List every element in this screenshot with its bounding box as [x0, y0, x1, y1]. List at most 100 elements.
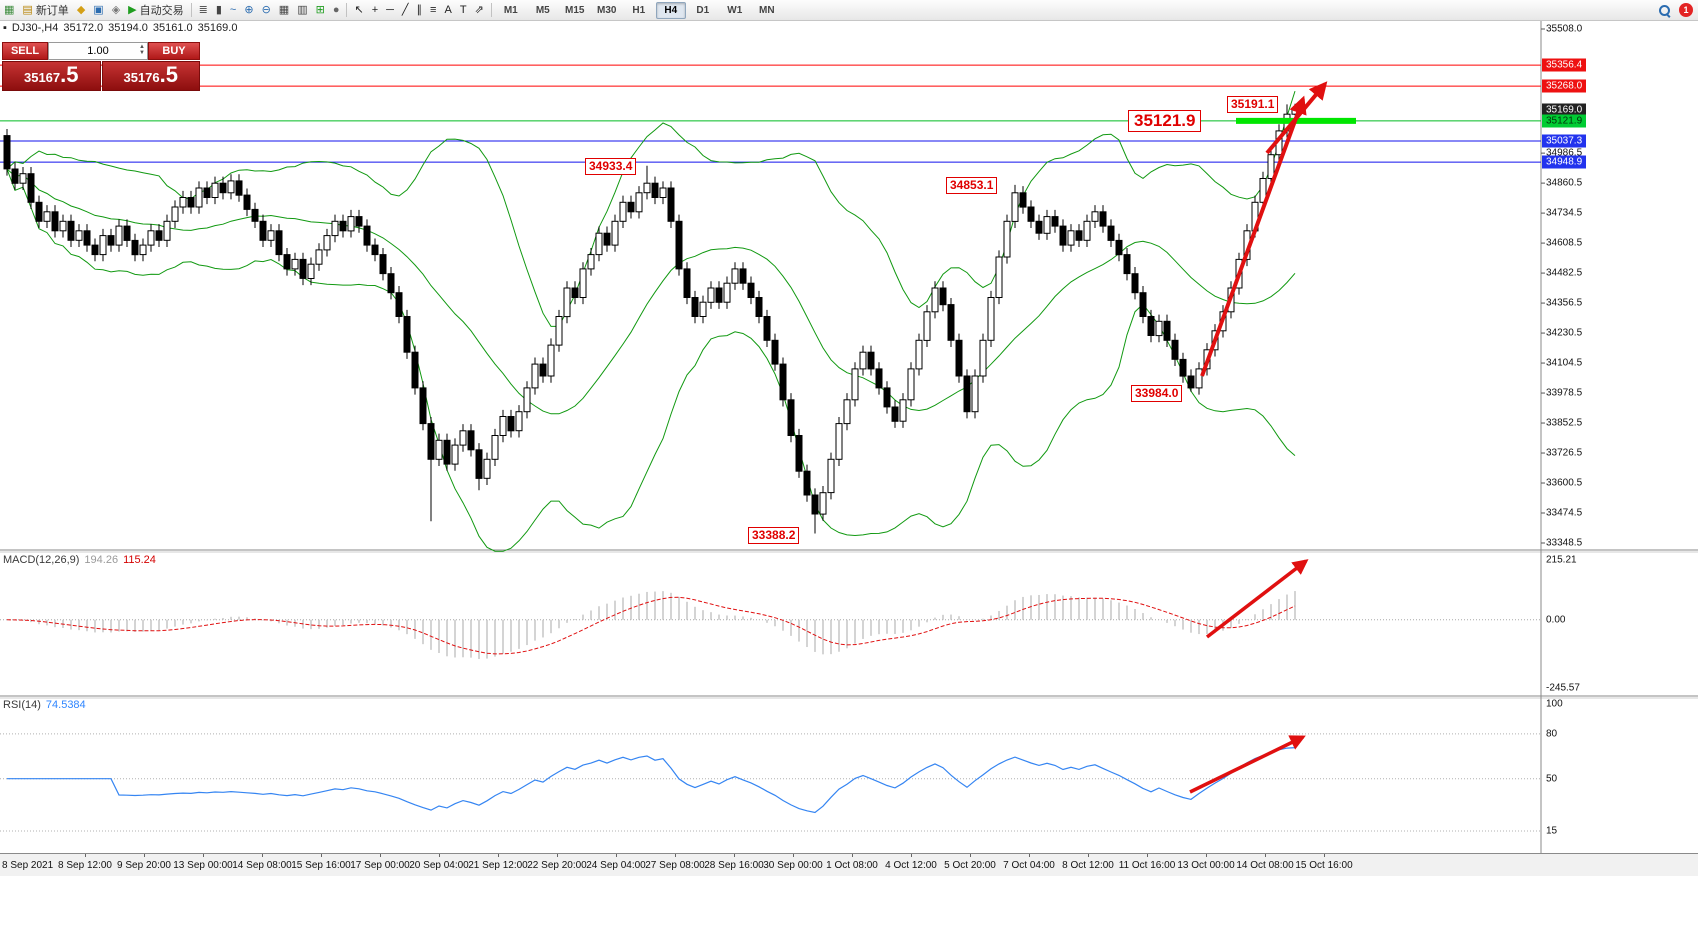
macd-signal-value: 115.24	[123, 554, 156, 566]
buy-price-frac: .5	[159, 62, 178, 87]
channel-icon[interactable]: ∥	[413, 1, 427, 19]
text-icon: A	[444, 4, 452, 16]
trendline-icon[interactable]: ╱	[398, 1, 413, 19]
price-axis-label: 34608.5	[1546, 237, 1583, 249]
time-axis-label: 11 Oct 16:00	[1118, 860, 1176, 871]
signals-icon: ◈	[111, 4, 121, 16]
timeframe-h1[interactable]: H1	[632, 4, 646, 16]
rsi-value: 74.5384	[45, 699, 86, 711]
time-axis-tick	[852, 854, 853, 857]
autotrading-button[interactable]: ▶ 自动交易	[124, 1, 187, 19]
crosshair-icon[interactable]: +	[368, 1, 382, 19]
price-callout[interactable]: 35121.9	[1128, 110, 1202, 132]
charts-window-icon: ▦	[4, 4, 15, 16]
tile-windows-icon: ▦	[278, 4, 290, 16]
zoom-in-icon[interactable]: ⊕	[240, 1, 257, 19]
time-axis-label: 14 Oct 08:00	[1236, 860, 1294, 871]
volume-input[interactable]: 1.00 ▲ ▼	[48, 42, 148, 60]
macd-main-value: 194.26	[84, 554, 119, 566]
time-axis-tick	[1206, 854, 1207, 857]
timeframe-d1[interactable]: D1	[696, 4, 710, 16]
timeframe-m1[interactable]: M1	[503, 4, 518, 16]
buy-price-main: 35176	[123, 70, 160, 85]
timeframe-m30[interactable]: M30	[597, 4, 617, 16]
new-order-button[interactable]: ▤ 新订单	[18, 1, 72, 19]
sell-price-button[interactable]: 35167 .5	[2, 61, 101, 91]
time-axis-label: 8 Sep 2021	[2, 860, 54, 871]
notifications-icon[interactable]: 1	[1679, 3, 1693, 17]
macd-name: MACD(12,26,9)	[3, 554, 80, 566]
text-icon[interactable]: A	[440, 1, 455, 19]
timeframe-mn[interactable]: MN	[758, 4, 775, 16]
time-axis-tick	[262, 854, 263, 857]
price-axis-label: 34734.5	[1546, 207, 1583, 219]
signals-icon[interactable]: ◈	[108, 1, 124, 19]
cascade-windows-icon[interactable]: ▥	[293, 1, 311, 19]
time-axis-tick	[498, 854, 499, 857]
spin-down-icon[interactable]: ▼	[139, 50, 145, 56]
channel-icon: ∥	[416, 4, 423, 16]
time-axis-label: 30 Sep 00:00	[763, 860, 823, 871]
volume-spinner[interactable]: ▲ ▼	[139, 44, 145, 56]
search-icon[interactable]	[1658, 4, 1671, 17]
time-axis-label: 1 Oct 08:00	[826, 860, 878, 871]
cascade-windows-icon: ▥	[297, 4, 308, 16]
panel-separators[interactable]	[0, 20, 1698, 853]
arrows-tool-icon[interactable]: ⇗	[471, 1, 488, 19]
periods-icon[interactable]: ●	[329, 1, 344, 19]
time-axis-tick	[321, 854, 322, 857]
time-axis-tick	[380, 854, 381, 857]
buy-price-button[interactable]: 35176 .5	[101, 61, 200, 91]
price-callout[interactable]: 33984.0	[1131, 385, 1183, 402]
time-axis-tick	[1147, 854, 1148, 857]
price-tag: 34948.9	[1542, 155, 1587, 169]
cursor-icon[interactable]: ↖	[350, 1, 367, 19]
buy-button[interactable]: BUY	[148, 42, 200, 60]
timeframe-m5[interactable]: M5	[535, 4, 550, 16]
time-axis-tick	[675, 854, 676, 857]
macd-axis-label: 215.21	[1546, 554, 1577, 566]
rsi-line	[7, 747, 1296, 814]
rsi-axis-label: 80	[1546, 728, 1558, 740]
spin-up-icon[interactable]: ▲	[139, 44, 145, 50]
rsi-axis-label: 15	[1546, 825, 1558, 837]
horizontal-level-lines[interactable]	[0, 64, 1541, 163]
candlestick-icon[interactable]: ▮	[212, 1, 226, 19]
price-callout[interactable]: 34933.4	[585, 158, 637, 175]
zoom-out-icon[interactable]: ⊖	[258, 1, 275, 19]
price-tag: 35121.9	[1542, 114, 1587, 128]
timeframe-m15[interactable]: M15	[565, 4, 585, 16]
horizontal-line-icon[interactable]: ─	[382, 1, 398, 19]
price-axis-label: 34104.5	[1546, 357, 1583, 369]
line-chart-icon[interactable]: ~	[226, 1, 240, 19]
time-axis-tick	[439, 854, 440, 857]
timeframe-h4[interactable]: H4	[655, 1, 686, 19]
price-callout[interactable]: 35191.1	[1227, 96, 1279, 113]
time-axis-label: 13 Oct 00:00	[1177, 860, 1235, 871]
trend-arrows[interactable]	[1189, 81, 1328, 794]
label-icon[interactable]: T	[456, 1, 471, 19]
charts-window-icon[interactable]: ▦	[0, 1, 18, 19]
chart-canvas[interactable]	[0, 20, 1698, 941]
ohlc-bars-icon[interactable]: ≣	[195, 1, 212, 19]
price-callout[interactable]: 34853.1	[946, 177, 998, 194]
time-axis[interactable]: 8 Sep 2021 8 Sep 12:00 9 Sep 20:00 13 Sep 0…	[0, 853, 1698, 876]
add-indicator-icon[interactable]: ⊞	[312, 1, 329, 19]
price-callout[interactable]: 33388.2	[748, 527, 800, 544]
ohlc-high: 35194.0	[108, 22, 148, 34]
sell-button[interactable]: SELL	[2, 42, 48, 60]
sell-price-frac: .5	[60, 62, 79, 87]
time-axis-tick	[1324, 854, 1325, 857]
time-axis-label: 21 Sep 12:00	[468, 860, 528, 871]
metaeditor-icon[interactable]: ◆	[73, 1, 89, 19]
autotrading-button-label: 自动交易	[139, 5, 184, 17]
metaeditor-icon: ◆	[76, 4, 86, 16]
market-icon[interactable]: ▣	[89, 1, 107, 19]
fibonacci-icon[interactable]: ≡	[426, 1, 440, 19]
volume-value: 1.00	[87, 45, 109, 57]
time-axis-tick	[557, 854, 558, 857]
trend-arrow-rsi	[1189, 735, 1306, 794]
tile-windows-icon[interactable]: ▦	[275, 1, 293, 19]
timeframe-w1[interactable]: W1	[727, 4, 743, 16]
trend-arrow-main	[1200, 95, 1307, 377]
